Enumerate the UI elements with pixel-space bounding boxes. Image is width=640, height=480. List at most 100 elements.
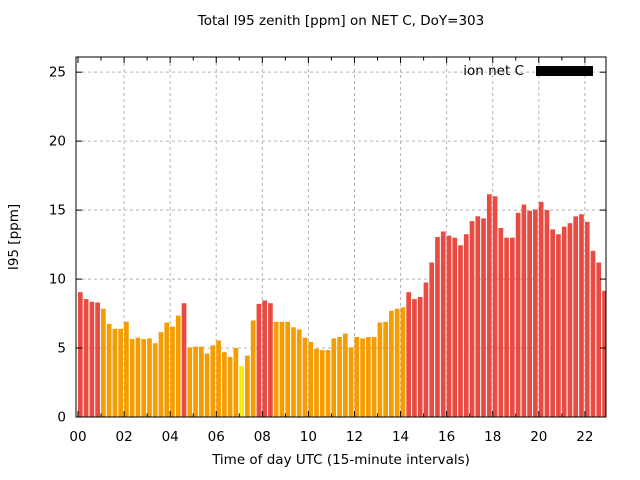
bar [216,340,221,417]
x-tick-label: 14 [392,429,409,445]
y-tick-label: 5 [57,341,66,357]
bar [164,322,170,417]
bar [400,307,406,417]
bar [227,357,233,417]
bar [89,301,95,417]
bar [383,321,388,417]
bar [579,214,584,417]
bar [475,216,481,417]
x-tick-label: 20 [530,429,547,445]
chart-title: Total I95 zenith [ppm] on NET C, DoY=303 [197,13,485,29]
bar [141,339,147,417]
plot-border [75,56,607,418]
bar [210,345,216,417]
bar [394,308,400,417]
bar [463,234,469,417]
x-tick-label: 04 [162,429,179,445]
bar [406,292,412,417]
bar [521,204,527,417]
bar [319,350,325,417]
bar [371,337,377,417]
bar [533,209,538,417]
bar [273,321,279,417]
bar [429,262,435,417]
x-tick-label: 00 [69,429,86,445]
bar [360,338,365,417]
bar [596,262,602,417]
x-tick-label: 12 [346,429,363,445]
x-tick-label: 10 [300,429,317,445]
x-tick-label: 06 [208,429,225,445]
axis-ticks [76,57,606,418]
bar [129,339,135,417]
legend-swatch [536,66,593,76]
bar [296,329,302,417]
bar [112,328,118,417]
bar [135,337,141,417]
legend-label: ion net C [463,63,524,79]
bar [389,310,394,417]
bar [492,196,498,417]
bar [193,346,198,417]
bar [222,352,227,417]
x-tick-label: 16 [438,429,455,445]
bar [106,323,112,417]
bar [590,250,596,417]
bar [233,348,239,417]
bar [481,218,486,417]
bar [538,201,544,417]
bar [118,328,124,417]
bar [458,245,463,417]
bar [325,350,331,417]
bar [256,303,262,417]
bar [314,348,319,417]
bar [83,299,89,417]
bars [78,194,606,417]
y-tick-label: 25 [49,65,66,81]
bar [181,303,187,417]
bar [469,221,475,417]
bar [435,237,440,417]
y-tick-labels: 0 5 10 15 20 25 [49,65,66,426]
bar [245,355,250,417]
bar [302,337,308,417]
bar [354,337,360,417]
bar [423,282,429,417]
bar [337,337,342,417]
bar [550,229,556,417]
bar [556,234,561,417]
bar [527,210,532,417]
bar [504,237,509,417]
bar [561,226,567,417]
bar [412,299,417,417]
bar [366,337,371,417]
bar [175,315,181,417]
bar [285,321,291,417]
y-tick-label: 15 [49,203,66,219]
bar [452,237,458,417]
bar [170,326,175,417]
bar [440,231,446,417]
x-tick-label: 22 [576,429,593,445]
bar [602,290,606,417]
x-tick-label: 02 [115,429,132,445]
y-tick-label: 10 [49,272,66,288]
x-axis-label: Time of day UTC (15-minute intervals) [212,452,470,468]
bar [515,212,521,417]
bar [95,302,100,417]
bar [567,223,573,417]
bar [250,320,256,417]
y-axis-label: I95 [ppm] [6,203,22,271]
bar [417,297,423,417]
bar [147,338,152,417]
bar [544,210,550,417]
bar [124,321,129,417]
bar [377,322,383,417]
x-tick-label: 08 [254,429,271,445]
x-tick-label: 18 [484,429,501,445]
bar [279,321,285,417]
y-tick-label: 20 [49,134,66,150]
bar [331,338,337,417]
y-tick-label: 0 [57,410,66,426]
